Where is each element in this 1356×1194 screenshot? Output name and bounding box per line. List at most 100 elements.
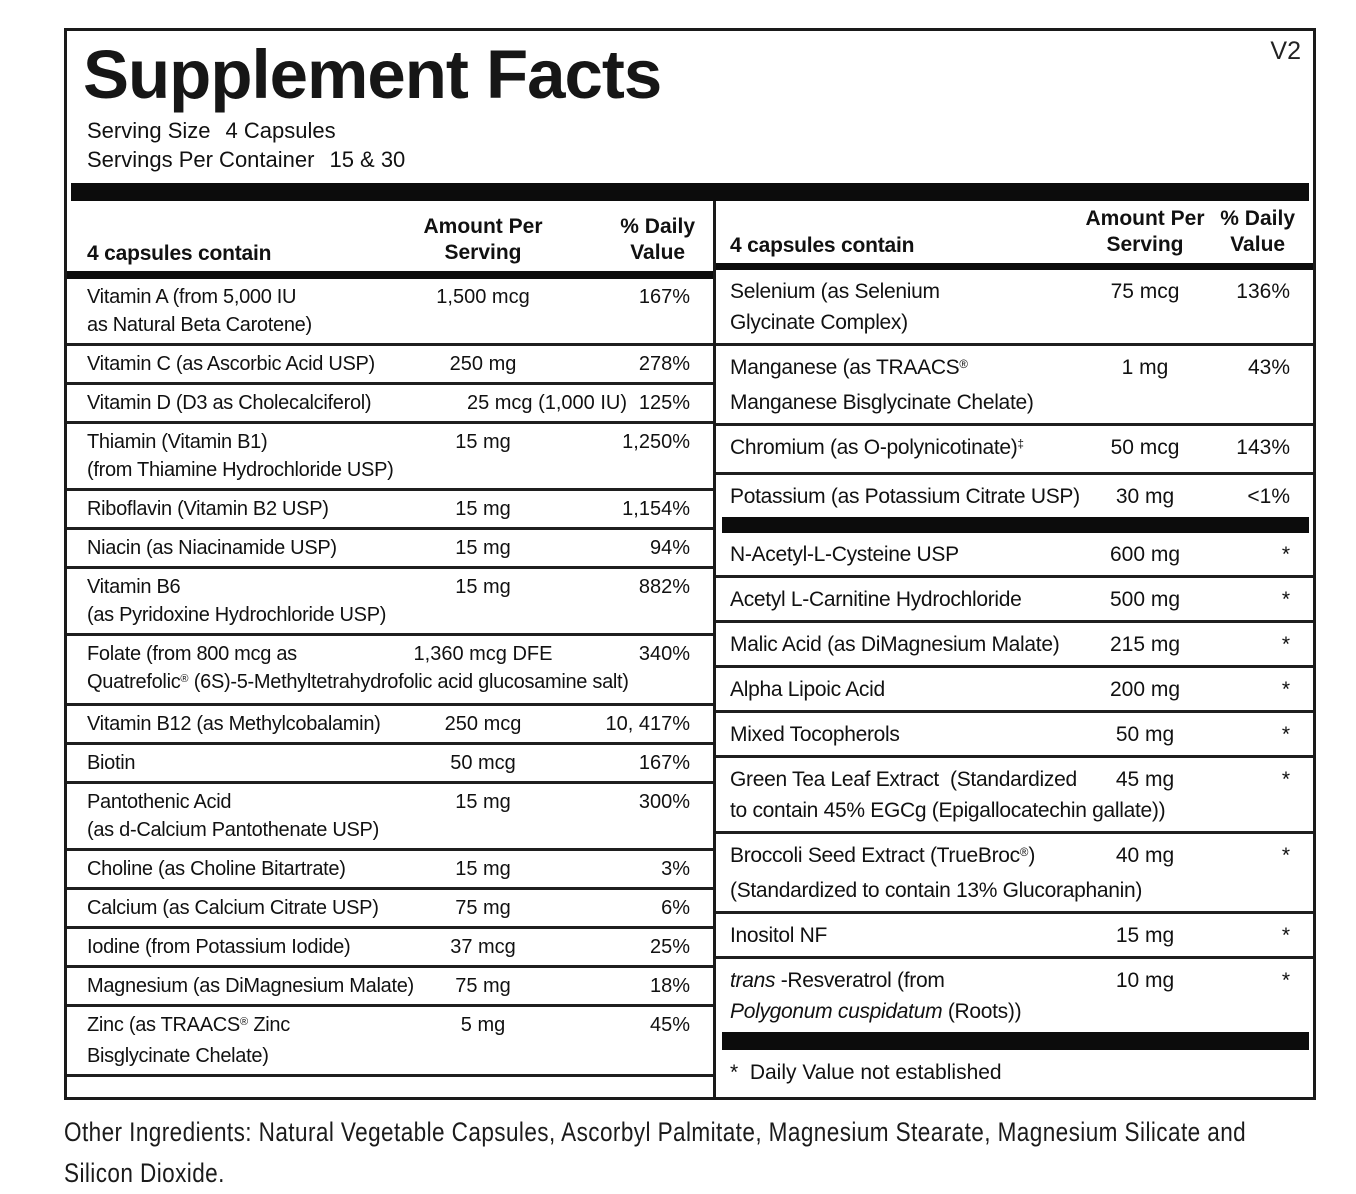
section-divider-bar [722,517,1309,533]
amount-per-serving-value: 15 mg [455,857,511,880]
daily-value-percent: 43% [1247,356,1290,380]
ingredient-name: Choline (as Choline Bitartrate) [87,857,346,880]
ingredient-name: Pantothenic Acid (as d-Calcium Pantothena… [87,790,379,841]
ingredient-name: Folate (from 800 mcg as Quatrefolic® (6S)… [87,642,629,693]
amount-per-serving-value: 10 mg [1115,969,1175,992]
amount-per-serving-value: 215 mg [1109,633,1181,656]
amount-per-serving-value: 1 mg [1121,356,1169,380]
daily-value-percent: 6% [661,896,690,919]
ingredient-name: Iodine (from Potassium Iodide) [87,935,351,958]
ingredient-row: Vitamin A (from 5,000 IU as Natural Beta … [67,279,713,343]
ingredient-name: Magnesium (as DiMagnesium Malate) [87,974,414,997]
daily-value-percent: 125% [638,391,690,414]
column-header-amount-per-serving: Amount Per Serving [363,214,603,266]
ingredient-row: Alpha Lipoic Acid 200 mg * [716,665,1313,710]
amount-per-serving-value: 50 mcg [450,751,516,774]
ingredient-row: Potassium (as Potassium Citrate USP) 30 m… [716,472,1313,517]
amount-header-line1: Amount Per [1085,206,1205,230]
daily-value-percent: * [1281,969,1290,992]
amount-per-serving-value: 250 mcg [444,712,522,735]
ingredient-name: Vitamin A (from 5,000 IU as Natural Beta … [87,285,312,336]
amount-per-serving-value: 25 mcg (1,000 IU) [466,391,628,414]
serving-info: Serving Size 4 Capsules Servings Per Cont… [87,116,1313,174]
ingredient-row: Biotin 50 mcg 167% [67,741,713,781]
servings-per-container-label: Servings Per Container [87,146,315,172]
ingredient-name: Riboflavin (Vitamin B2 USP) [87,497,329,520]
footnote-divider-bar [722,1032,1309,1050]
ingredient-name: Biotin [87,751,136,774]
amount-header-line2: Serving [1106,232,1184,256]
daily-value-percent: 882% [638,575,690,598]
top-divider-bar [71,182,1309,201]
amount-per-serving-value: 50 mg [1115,723,1175,746]
ingredient-row: Folate (from 800 mcg as Quatrefolic® (6S)… [67,632,713,703]
ingredient-name: Vitamin C (as Ascorbic Acid USP) [87,352,375,375]
daily-value-percent: 136% [1236,280,1290,304]
daily-value-percent: 3% [661,857,690,880]
daily-value-percent: * [1281,924,1290,947]
amount-per-serving-value: 1,500 mcg [436,285,530,308]
serving-size-value: 4 Capsules [225,117,336,143]
daily-value-percent: 143% [1236,436,1290,460]
ingredient-name: Calcium (as Calcium Citrate USP) [87,896,379,919]
right-mineral-rows: Selenium (as Selenium Glycinate Complex) 7… [716,270,1313,517]
right-column-header: 4 capsules contain Amount Per Serving % … [716,201,1313,263]
amount-per-serving-value: 37 mcg [450,935,516,958]
ingredient-row: Manganese (as TRAACS® Manganese Bisglycin… [716,343,1313,423]
ingredient-row: Selenium (as Selenium Glycinate Complex) 7… [716,270,1313,343]
daily-value-percent: 18% [649,974,690,997]
ingredient-name: Mixed Tocopherols [730,723,900,746]
ingredient-name: Vitamin D (D3 as Cholecalciferol) [87,391,372,414]
daily-value-percent: 1,154% [622,497,690,520]
column-header-contains: 4 capsules contain [87,241,272,265]
amount-per-serving-value: 75 mg [455,896,511,919]
daily-value-percent: 300% [638,790,690,813]
ingredient-row: Magnesium (as DiMagnesium Malate) 75 mg 18… [67,964,713,1004]
ingredient-name: Selenium (as Selenium Glycinate Complex) [730,280,940,335]
panel-title: Supplement Facts [83,36,662,113]
other-ingredients: Other Ingredients: Natural Vegetable Cap… [64,1112,1354,1194]
ingredient-row: Calcium (as Calcium Citrate USP) 75 mg 6% [67,886,713,926]
daily-value-percent: 340% [638,642,690,665]
ingredient-row: Pantothenic Acid (as d-Calcium Pantothena… [67,780,713,848]
servings-per-container-value: 15 & 30 [329,146,406,172]
other-ingredients-line1: Other Ingredients: Natural Vegetable Cap… [64,1117,1247,1147]
ingredient-row: Broccoli Seed Extract (TrueBroc®) (Standa… [716,831,1313,911]
ingredient-name: Inositol NF [730,924,828,947]
ingredient-row: Niacin (as Niacinamide USP) 15 mg 94% [67,526,713,566]
version-tag: V2 [1270,37,1301,65]
ingredient-row: Choline (as Choline Bitartrate) 15 mg 3% [67,847,713,887]
amount-header-line1: Amount Per [423,214,543,238]
ingredient-row: Thiamin (Vitamin B1) (from Thiamine Hydro… [67,420,713,488]
ingredient-name: Broccoli Seed Extract (TrueBroc®) (Standa… [730,844,1143,902]
ingredient-name: Niacin (as Niacinamide USP) [87,536,337,559]
dv-header-line2: Value [630,240,686,264]
footnote-group: * Daily Value not established [716,1032,1313,1097]
amount-header-line2: Serving [444,240,522,264]
daily-value-footnote: * Daily Value not established [730,1061,1002,1084]
right-proprietary-rows: N-Acetyl-L-Cysteine USP 600 mg * Acetyl L-C… [716,533,1313,1032]
ingredient-name: Malic Acid (as DiMagnesium Malate) [730,633,1060,656]
amount-per-serving-value: 75 mcg [1110,280,1180,304]
left-column-header: 4 capsules contain Amount Per Serving % … [67,201,713,271]
amount-per-serving-value: 15 mg [1115,924,1175,947]
ingredient-name: Vitamin B6 (as Pyridoxine Hydrochloride U… [87,575,387,626]
ingredient-row: trans -Resveratrol (from Polygonum cuspid… [716,956,1313,1032]
daily-value-percent: <1% [1247,485,1290,509]
daily-value-percent: 167% [638,751,690,774]
ingredient-row: Acetyl L-Carnitine Hydrochloride 500 mg * [716,575,1313,620]
ingredient-name: Alpha Lipoic Acid [730,678,885,701]
ingredient-name: trans -Resveratrol (from Polygonum cuspid… [730,969,1022,1023]
ingredient-row: Vitamin D (D3 as Cholecalciferol) 25 mcg … [67,381,713,421]
amount-per-serving-value: 15 mg [455,575,511,598]
serving-size-line: Serving Size 4 Capsules [87,116,1313,145]
daily-value-percent: * [1281,768,1290,791]
ingredient-name: Acetyl L-Carnitine Hydrochloride [730,588,1022,611]
amount-per-serving-value: 250 mg [449,352,517,375]
amount-per-serving-value: 200 mg [1109,678,1181,701]
right-column: 4 capsules contain Amount Per Serving % … [716,201,1313,1097]
ingredient-name: Vitamin B12 (as Methylcobalamin) [87,712,381,735]
ingredient-row: Green Tea Leaf Extract (Standardized to c… [716,755,1313,831]
daily-value-percent: * [1281,844,1290,867]
ingredient-name: N-Acetyl-L-Cysteine USP [730,543,959,566]
